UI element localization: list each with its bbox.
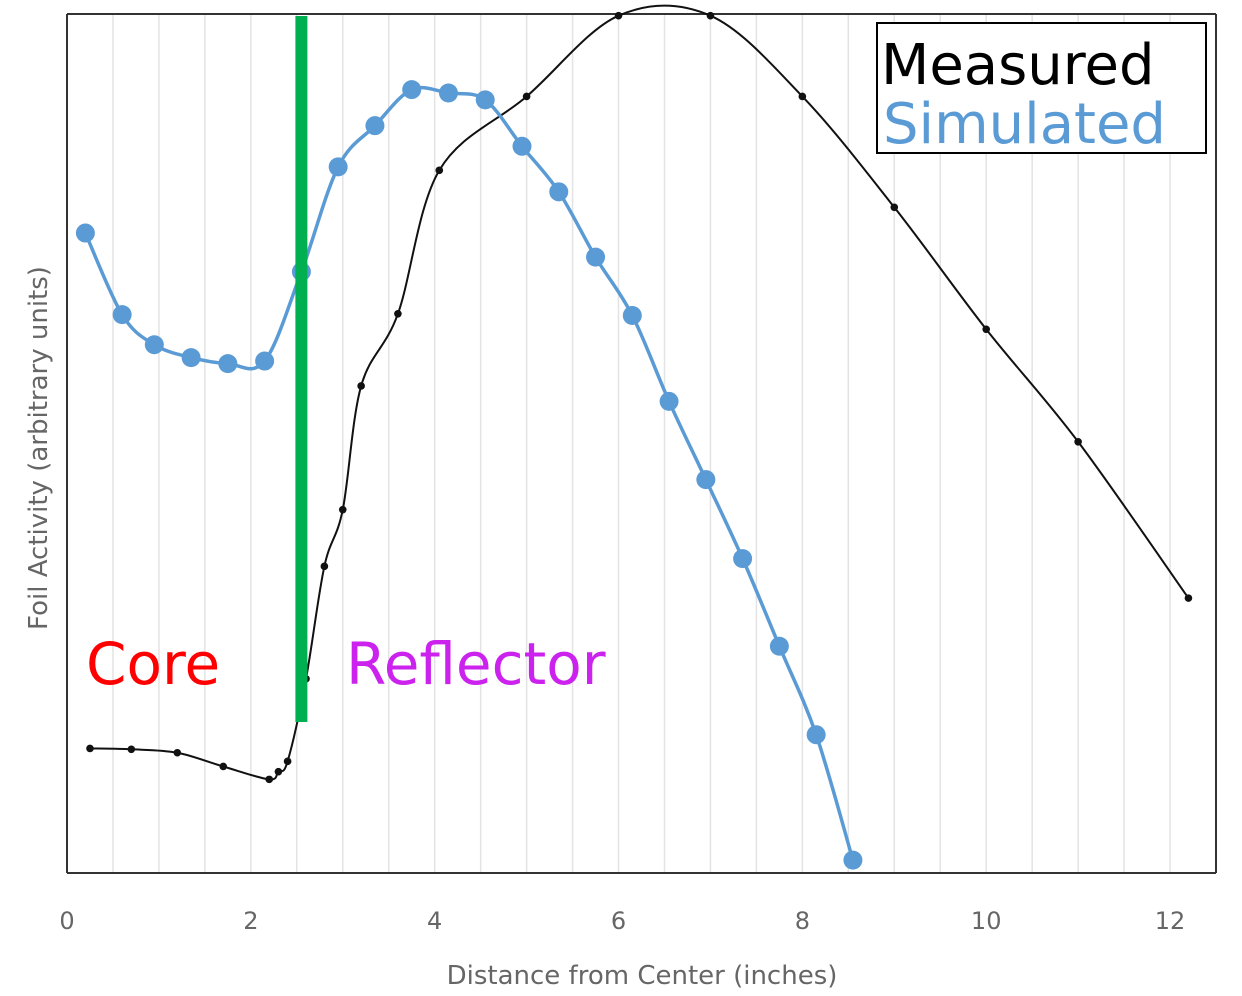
- legend-measured: Measured: [881, 33, 1155, 98]
- y-axis-title: Foil Activity (arbitrary units): [24, 266, 54, 630]
- measured-point: [127, 745, 136, 754]
- measured-point: [86, 744, 94, 753]
- simulated-point: [328, 157, 348, 177]
- legend-simulated: Simulated: [883, 92, 1166, 157]
- axes: [66, 13, 1217, 874]
- measured-point: [1074, 437, 1082, 446]
- simulated-point: [586, 247, 606, 267]
- annotation-reflector: Reflector: [346, 630, 606, 698]
- simulated-point: [365, 116, 385, 136]
- measured-point: [394, 309, 402, 318]
- measured-point: [614, 11, 623, 20]
- measured-point: [320, 562, 329, 571]
- simulated-point: [843, 850, 863, 870]
- simulated-point: [402, 80, 422, 100]
- x-axis-title: Distance from Center (inches): [447, 961, 838, 991]
- x-tick-label: 8: [795, 907, 810, 935]
- simulated-point: [733, 549, 753, 569]
- x-tick-label: 0: [59, 907, 74, 935]
- measured-point: [274, 767, 283, 776]
- simulated-point: [622, 306, 642, 326]
- measured-point: [982, 325, 990, 334]
- simulated-point: [475, 90, 495, 110]
- measured-point: [357, 382, 365, 390]
- simulated-point: [144, 335, 164, 355]
- measured-point: [219, 762, 228, 771]
- measured-point: [435, 166, 444, 175]
- simulated-line: [83, 85, 855, 861]
- simulated-point: [659, 391, 679, 411]
- simulated-point: [181, 348, 201, 368]
- measured-point: [338, 505, 347, 514]
- legend: Measured Simulated: [876, 22, 1207, 157]
- x-tick-labels: 0 2 4 6 8 10 12: [59, 907, 1185, 935]
- simulated-point: [438, 83, 458, 103]
- simulated-point: [75, 223, 95, 243]
- annotation-core: Core: [86, 630, 220, 698]
- simulated-point: [512, 136, 532, 156]
- measured-point: [522, 92, 531, 101]
- series: [75, 4, 1193, 870]
- simulated-point: [218, 354, 238, 374]
- measured-point: [890, 203, 899, 212]
- measured-point: [265, 775, 274, 784]
- simulated-point: [112, 305, 132, 325]
- x-tick-label: 6: [611, 907, 626, 935]
- simulated-point: [769, 636, 789, 656]
- measured-point: [706, 11, 715, 20]
- simulated-point: [549, 182, 569, 202]
- legend-box: [876, 22, 1207, 154]
- measured-point: [798, 92, 807, 101]
- measured-point: [173, 748, 182, 757]
- measured-point: [283, 757, 292, 766]
- x-tick-label: 10: [971, 907, 1002, 935]
- measured-point: [1184, 594, 1193, 602]
- x-tick-label: 2: [243, 907, 258, 935]
- simulated-point: [806, 725, 826, 745]
- x-tick-label: 12: [1155, 907, 1186, 935]
- x-tick-label: 4: [427, 907, 442, 935]
- simulated-point: [255, 351, 275, 371]
- simulated-point: [696, 470, 716, 490]
